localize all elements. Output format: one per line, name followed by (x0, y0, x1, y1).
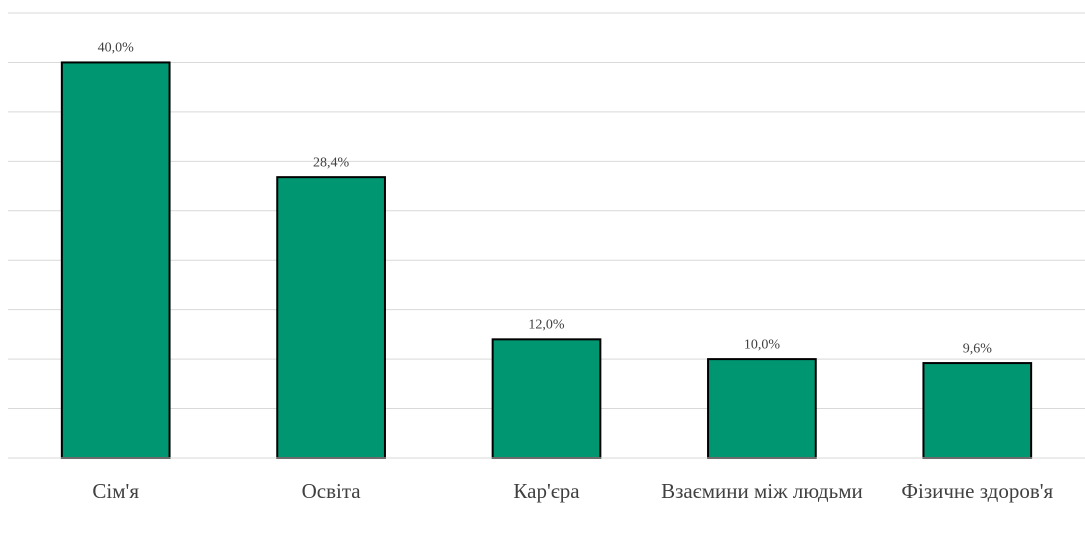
data-label: 9,6% (963, 341, 993, 356)
data-label: 10,0% (744, 337, 781, 352)
data-label: 12,0% (528, 318, 565, 333)
data-label: 40,0% (98, 41, 135, 56)
x-tick-label: Фізичне здоров'я (901, 479, 1053, 503)
x-tick-label: Освіта (302, 479, 362, 503)
bar (707, 358, 817, 459)
bar (491, 338, 602, 460)
x-tick-label: Кар'єра (513, 479, 580, 503)
bar (276, 176, 386, 459)
bar (60, 61, 171, 459)
x-tick-label: Взаємини між людьми (661, 479, 863, 503)
bar (922, 362, 1033, 460)
x-tick-label: Сім'я (92, 479, 139, 503)
data-label: 28,4% (313, 155, 350, 170)
